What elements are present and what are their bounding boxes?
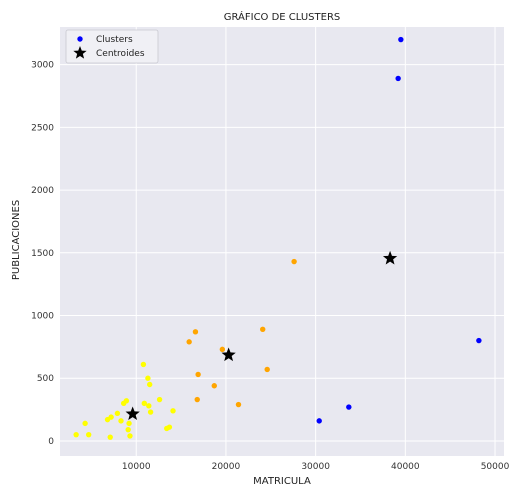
y-tick-label: 0 [48, 437, 54, 447]
scatter-point [147, 409, 154, 415]
x-tick-labels: 10000 20000 30000 40000 50000 [122, 462, 510, 472]
scatter-point [82, 420, 88, 427]
y-tick-label: 2000 [31, 186, 54, 196]
scatter-point [104, 416, 111, 423]
scatter-point [235, 401, 242, 408]
y-tick-label: 2500 [31, 123, 54, 133]
scatter-point [194, 396, 200, 403]
legend-clusters-marker [77, 36, 83, 42]
centroid-star [382, 250, 398, 265]
scatter-point [260, 326, 266, 333]
centroid-star [221, 347, 236, 362]
legend-centroides-label: Centroides [96, 49, 145, 59]
scatter-point [264, 366, 270, 373]
scatter-point [125, 426, 131, 433]
scatter-point [118, 418, 124, 424]
legend-star-icon [73, 46, 87, 59]
scatter-point [123, 398, 130, 404]
x-axis-label: MATRICULA [253, 476, 311, 487]
scatter-points [73, 36, 482, 440]
scatter-point [140, 361, 147, 368]
y-tick-label: 1500 [31, 249, 54, 259]
scatter-point [141, 400, 148, 407]
scatter-point [127, 433, 133, 439]
centroid-star [125, 406, 140, 421]
legend-clusters-label: Clusters [96, 35, 133, 45]
scatter-point [211, 383, 217, 389]
grid-lines [60, 27, 504, 456]
x-tick-label: 50000 [481, 462, 510, 472]
scatter-point [146, 381, 153, 388]
y-tick-label: 1000 [31, 312, 54, 322]
scatter-point [395, 75, 401, 82]
scatter-point [107, 434, 113, 440]
x-tick-label: 20000 [212, 462, 241, 472]
centroid-markers [125, 250, 398, 421]
legend-box [65, 29, 159, 64]
x-tick-label: 30000 [301, 462, 330, 472]
scatter-point [114, 410, 121, 417]
scatter-point [476, 337, 482, 344]
scatter-point [170, 408, 176, 414]
scatter-point [186, 339, 192, 345]
scatter-point [126, 420, 132, 427]
y-tick-labels: 0 500 1000 1500 2000 2500 3000 [31, 61, 54, 447]
scatter-point [346, 404, 352, 410]
scatter-point [316, 418, 322, 424]
scatter-point [86, 431, 92, 438]
chart-title: GRÁFICO DE CLUSTERS [224, 10, 341, 23]
scatter-point [156, 396, 163, 403]
y-axis-label: PUBLICACIONES [11, 200, 22, 280]
scatter-point [219, 346, 226, 353]
plot-background [60, 27, 504, 456]
x-tick-label: 40000 [391, 462, 420, 472]
x-tick-label: 10000 [122, 462, 151, 472]
legend: Clusters Centroides [65, 29, 159, 64]
scatter-point [146, 403, 152, 409]
scatter-point [164, 425, 170, 432]
scatter-point [398, 36, 404, 43]
scatter-point [145, 375, 151, 381]
y-tick-label: 500 [37, 374, 54, 384]
scatter-point [195, 371, 201, 378]
scatter-point [291, 258, 297, 265]
scatter-point [73, 431, 79, 438]
scatter-point [192, 329, 199, 335]
y-tick-label: 3000 [31, 61, 54, 71]
